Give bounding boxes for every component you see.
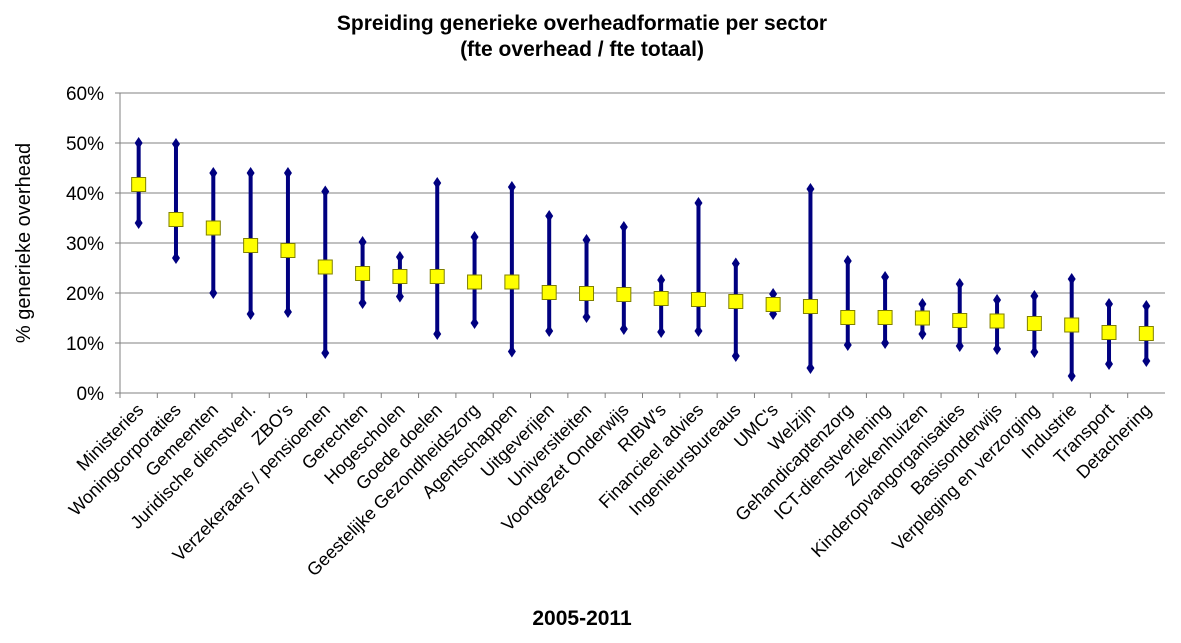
range-end: [1142, 300, 1151, 312]
range-end: [1067, 273, 1076, 285]
range-end: [843, 339, 852, 351]
median-marker: [690, 292, 706, 307]
median-marker: [541, 285, 557, 300]
range-end: [321, 347, 330, 359]
median-marker: [728, 294, 744, 309]
range-end: [1105, 358, 1114, 370]
median-marker: [840, 310, 856, 325]
y-tick-label: 20%: [66, 284, 104, 305]
range-end: [545, 210, 554, 222]
range-end: [171, 252, 180, 264]
range-end: [1105, 298, 1114, 310]
range-end: [246, 167, 255, 179]
median-marker: [280, 243, 296, 258]
range-end: [433, 177, 442, 189]
range-end: [209, 167, 218, 179]
median-marker: [1101, 325, 1117, 340]
range-end: [955, 340, 964, 352]
range-end: [507, 345, 516, 358]
range-end: [657, 274, 666, 286]
median-marker: [952, 313, 968, 328]
range-end: [881, 271, 890, 283]
range-end: [470, 317, 479, 329]
chart-title: Spreiding generieke overheadformatie per…: [337, 12, 827, 35]
y-tick-label: 50%: [66, 134, 104, 155]
range-end: [731, 350, 740, 362]
range-end: [993, 343, 1002, 355]
median-marker: [1138, 326, 1154, 341]
range-end: [619, 221, 628, 233]
range-end: [209, 287, 218, 299]
range-end: [395, 290, 404, 303]
range-end: [358, 236, 367, 248]
range-end: [246, 308, 255, 320]
y-axis-title: % generieke overhead: [13, 143, 35, 343]
median-marker: [877, 310, 893, 325]
median-marker: [653, 291, 669, 306]
range-end: [134, 217, 143, 229]
median-marker: [467, 274, 483, 290]
median-marker: [429, 269, 445, 284]
range-end: [321, 185, 330, 198]
median-marker: [504, 274, 520, 290]
range-end: [1067, 370, 1076, 382]
y-tick-label: 0%: [77, 384, 105, 405]
range-end: [171, 138, 180, 150]
range-end: [545, 325, 554, 337]
chart-subtitle: (fte overhead / fte totaal): [460, 38, 704, 61]
median-marker: [168, 212, 184, 227]
range-end: [619, 323, 628, 335]
range-end: [1030, 290, 1039, 302]
median-marker: [914, 310, 930, 326]
range-end: [993, 294, 1002, 306]
median-marker: [355, 266, 371, 281]
median-marker: [1064, 317, 1080, 333]
range-end: [694, 197, 703, 209]
range-end: [694, 325, 703, 337]
y-tick-label: 40%: [66, 184, 104, 205]
median-marker: [131, 177, 147, 192]
range-end: [433, 328, 442, 340]
range-end: [283, 167, 292, 179]
range-end: [283, 306, 292, 318]
range-end: [843, 255, 852, 267]
median-marker: [317, 259, 333, 275]
median-marker: [765, 297, 781, 312]
range-end: [507, 181, 516, 193]
range-end: [582, 311, 591, 323]
y-tick-label: 10%: [66, 334, 104, 355]
median-marker: [392, 269, 408, 284]
range-end: [470, 231, 479, 243]
range-end: [134, 137, 143, 149]
range-end: [582, 234, 591, 246]
median-marker: [205, 220, 221, 236]
x-axis-title: 2005-2011: [532, 607, 632, 630]
range-end: [731, 257, 740, 270]
range-end: [395, 251, 404, 263]
range-end: [1030, 346, 1039, 358]
range-end: [806, 183, 815, 195]
y-tick-label: 60%: [66, 84, 104, 105]
median-marker: [989, 313, 1005, 329]
median-marker: [243, 238, 259, 253]
range-end: [657, 326, 666, 338]
range-end: [955, 278, 964, 290]
range-end: [918, 328, 927, 340]
y-tick-label: 30%: [66, 234, 104, 255]
range-end: [1142, 355, 1151, 367]
range-end: [881, 337, 890, 349]
range-end: [358, 297, 367, 309]
range-end: [918, 298, 927, 310]
range-end: [806, 362, 815, 374]
median-marker: [802, 299, 818, 314]
median-marker: [1026, 316, 1042, 331]
median-marker: [579, 286, 595, 301]
median-marker: [616, 287, 632, 302]
